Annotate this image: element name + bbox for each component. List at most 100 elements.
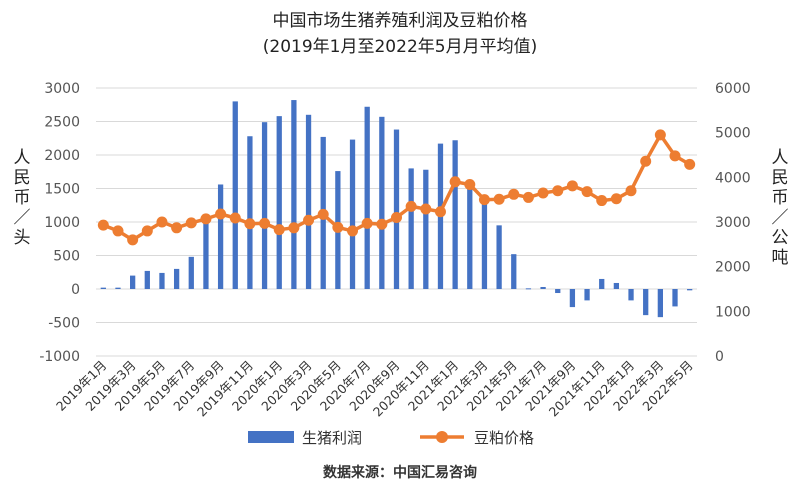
profit-bar <box>467 188 473 289</box>
profit-bar <box>584 289 590 301</box>
y-tick-left: 2000 <box>44 148 80 164</box>
y-tick-left: 2500 <box>44 115 80 131</box>
price-point <box>537 187 549 199</box>
price-point <box>478 194 490 206</box>
profit-bar <box>217 184 224 289</box>
legend-swatch-bar <box>248 431 294 443</box>
price-point <box>493 193 505 205</box>
y-tick-right: 1000 <box>715 304 751 320</box>
legend-label-line: 豆粕价格 <box>474 429 534 447</box>
y-axis-label-left: 人民币／头 <box>13 148 31 248</box>
profit-bar <box>379 116 385 289</box>
price-point <box>566 180 578 192</box>
data-source: 数据来源：中国汇易咨询 <box>323 465 477 481</box>
profit-bar <box>555 289 561 294</box>
profit-bar <box>305 114 312 289</box>
y-tick-left: -500 <box>48 316 80 332</box>
y-tick-right: 4000 <box>715 170 751 186</box>
profit-bar <box>291 100 297 289</box>
price-point <box>127 234 139 246</box>
y-tick-right: 2000 <box>715 260 751 276</box>
y-tick-left: 3000 <box>44 81 80 97</box>
price-point <box>288 222 300 234</box>
profit-bar <box>599 278 605 289</box>
profit-bar <box>349 139 356 289</box>
profit-bar <box>452 140 458 289</box>
profit-bar <box>481 200 488 289</box>
profit-bar <box>613 282 620 289</box>
price-point <box>405 200 417 212</box>
price-point <box>273 224 285 236</box>
price-point <box>97 219 109 231</box>
price-point <box>112 225 124 237</box>
price-point <box>244 218 256 230</box>
profit-bar <box>496 225 502 289</box>
price-point <box>640 155 652 167</box>
y-tick-left: -1000 <box>39 349 80 365</box>
price-point <box>522 191 534 203</box>
profit-bar <box>203 222 209 289</box>
profit-bar <box>173 268 180 289</box>
profit-bar <box>232 101 238 290</box>
price-point <box>361 217 373 229</box>
price-point <box>376 218 388 230</box>
profit-bar <box>144 270 150 289</box>
price-point <box>185 217 197 229</box>
price-point <box>215 208 227 220</box>
price-point <box>420 203 432 215</box>
price-point <box>171 222 183 234</box>
profit-bar <box>657 289 663 318</box>
price-point <box>229 212 241 224</box>
y-tick-right: 3000 <box>715 215 751 231</box>
chart-title: 中国市场生猪养殖利润及豆粕价格 <box>272 11 528 31</box>
profit-bar <box>687 289 693 291</box>
price-point <box>654 129 666 141</box>
price-point <box>464 178 476 190</box>
price-point <box>347 225 359 237</box>
profit-bar <box>100 287 106 289</box>
profit-bar <box>364 106 370 289</box>
profit-bar <box>540 286 546 289</box>
price-point <box>684 158 696 170</box>
price-point <box>552 185 564 197</box>
price-point <box>669 150 681 162</box>
profit-bar <box>247 136 253 289</box>
price-point <box>449 176 461 188</box>
profit-bar <box>261 122 268 289</box>
profit-bar <box>408 168 414 289</box>
profit-bar <box>569 289 576 308</box>
y-tick-left: 1500 <box>44 182 80 198</box>
price-point <box>596 195 608 207</box>
price-point <box>434 206 446 218</box>
price-point <box>200 213 212 225</box>
profit-bar <box>115 287 121 289</box>
legend-label-bar: 生猪利润 <box>302 429 362 447</box>
profit-bar <box>643 289 649 316</box>
profit-bar <box>130 275 136 289</box>
price-point <box>259 217 271 229</box>
profit-bar <box>628 289 634 301</box>
profit-bar <box>188 256 194 289</box>
price-point <box>508 188 520 200</box>
y-tick-left: 500 <box>53 249 80 265</box>
profit-bar <box>525 288 532 290</box>
y-tick-right: 5000 <box>715 126 751 142</box>
price-point <box>317 208 329 220</box>
profit-bar <box>672 289 678 307</box>
y-tick-right: 0 <box>715 349 724 365</box>
profit-bar <box>393 129 400 289</box>
y-tick-right: 6000 <box>715 81 751 97</box>
profit-bar <box>159 272 165 289</box>
price-point <box>156 216 168 228</box>
price-point <box>391 212 402 224</box>
y-tick-left: 1000 <box>44 215 80 231</box>
price-point <box>581 186 593 198</box>
y-tick-left: 0 <box>71 282 80 298</box>
price-point <box>610 193 622 205</box>
price-point <box>625 185 637 197</box>
profit-bar <box>423 169 429 289</box>
profit-bar <box>276 116 282 289</box>
price-point <box>141 225 153 237</box>
profit-bar <box>511 254 517 289</box>
